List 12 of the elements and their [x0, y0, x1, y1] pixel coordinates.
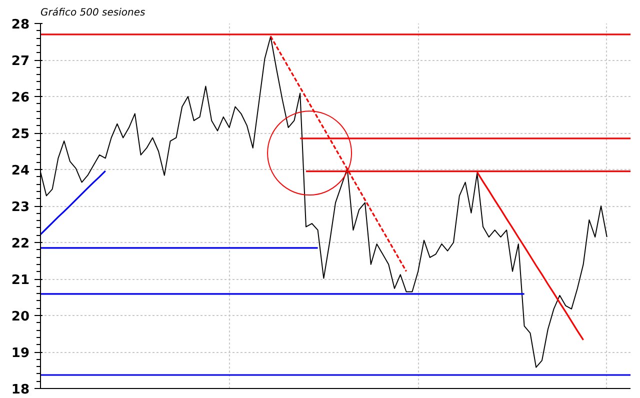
y-tick-label: 25	[11, 127, 30, 142]
y-tick-label: 23	[11, 200, 30, 215]
y-tick-label: 19	[11, 346, 30, 361]
chart-title: Gráfico 500 sesiones	[40, 8, 146, 18]
y-tick-label: 28	[11, 18, 30, 32]
y-tick-label: 20	[11, 310, 30, 324]
y-tick-label: 18	[11, 382, 30, 398]
y-tick-label: 21	[11, 273, 30, 288]
y-tick-label: 26	[11, 90, 30, 106]
y-tick-label: 27	[11, 54, 30, 69]
y-tick-label: 22	[11, 236, 30, 252]
y-tick-label: 24	[11, 164, 30, 178]
